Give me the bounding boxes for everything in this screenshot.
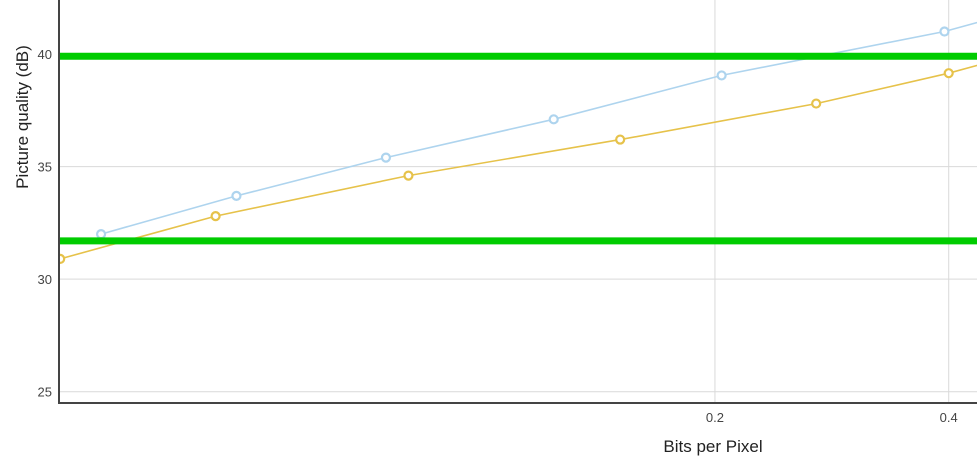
x-gridlines — [714, 0, 950, 403]
x-tick-label: 0.2 — [706, 410, 724, 425]
series-line-2 — [59, 64, 977, 260]
x-tick-label: 0.4 — [940, 410, 958, 425]
series-2-point — [403, 170, 414, 181]
series-1-point — [380, 152, 392, 163]
series-2-point — [210, 211, 221, 222]
axes — [58, 0, 977, 404]
series-2-point — [943, 68, 954, 79]
y-axis-title: Picture quality (dB) — [13, 45, 32, 189]
y-tick-label: 25 — [38, 385, 52, 400]
y-tick-label: 40 — [38, 47, 52, 62]
y-tick-label: 35 — [38, 160, 52, 175]
tick-labels: 25 30 35 40 0.2 0.4 — [38, 47, 958, 425]
series-2-point — [615, 134, 626, 145]
series-line-1 — [100, 21, 977, 235]
reference-lines — [59, 52, 977, 245]
series-2-point — [811, 98, 822, 109]
y-tick-label: 30 — [38, 272, 52, 287]
series-2-point — [59, 253, 66, 265]
series-1-point — [716, 70, 727, 81]
series-1-point — [939, 26, 950, 37]
series-1-point — [548, 114, 559, 125]
series-1-point — [95, 229, 107, 240]
series-1-point — [231, 190, 242, 201]
y-gridlines — [59, 53, 977, 393]
x-axis-title: Bits per Pixel — [663, 437, 762, 456]
series-group — [59, 21, 977, 265]
